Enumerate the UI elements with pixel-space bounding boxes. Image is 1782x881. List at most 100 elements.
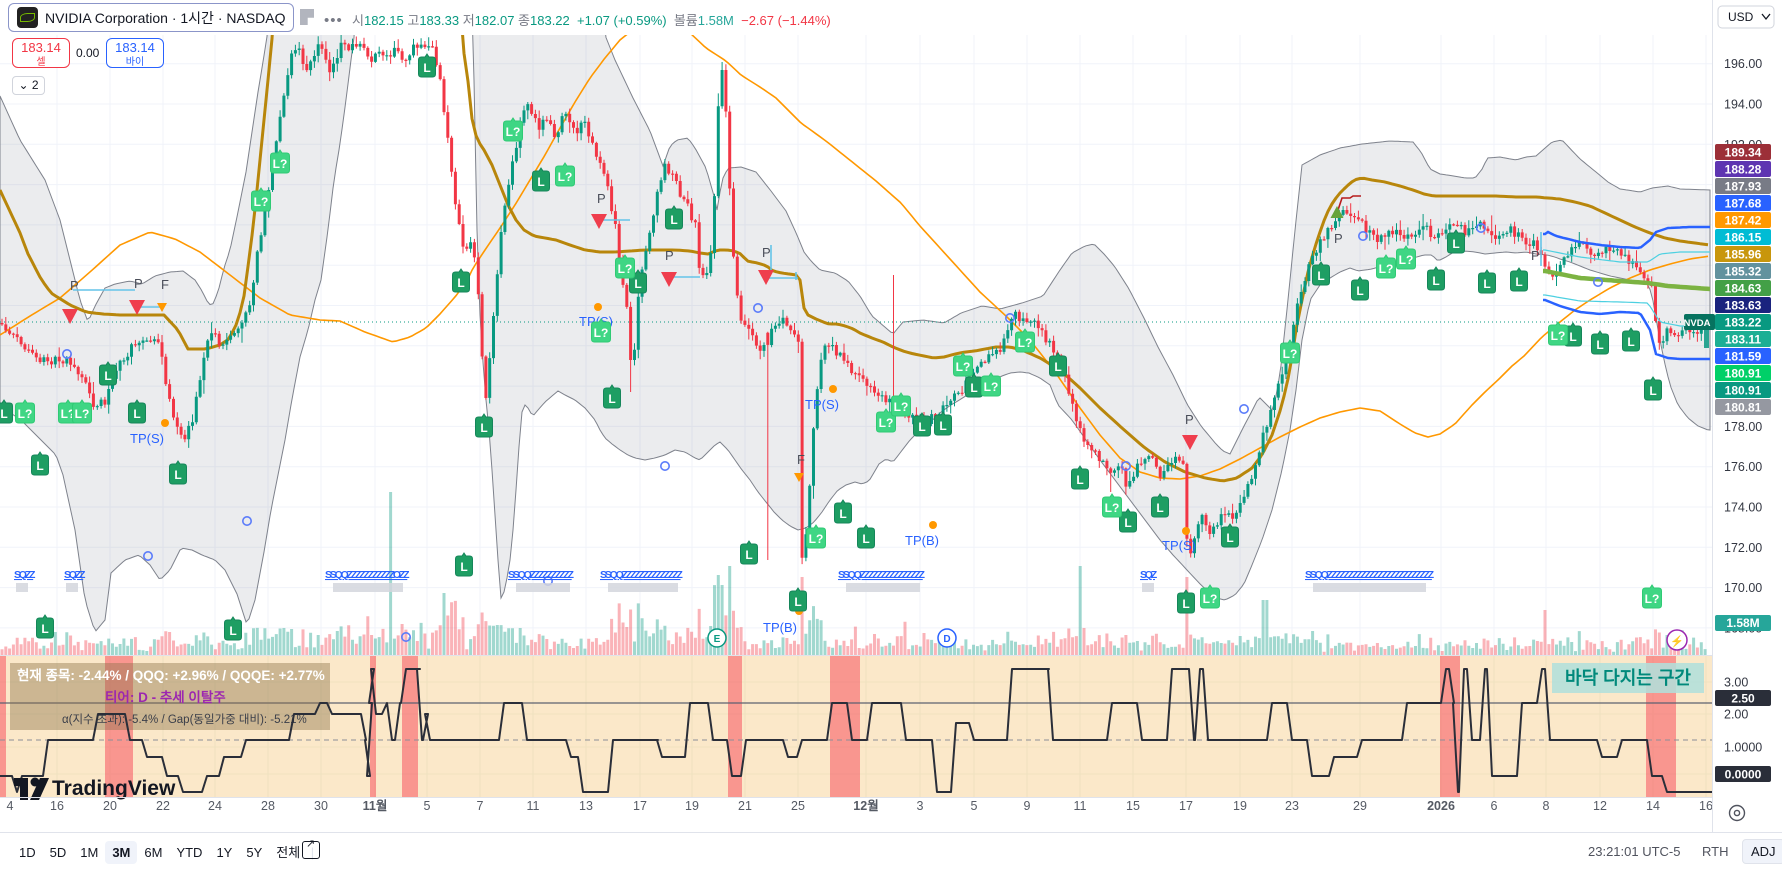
svg-text:L?: L? <box>984 380 999 394</box>
svg-text:185.32: 185.32 <box>1725 265 1762 279</box>
svg-text:28: 28 <box>261 799 275 813</box>
svg-text:0.0000: 0.0000 <box>1725 768 1762 782</box>
svg-text:P: P <box>1531 248 1540 263</box>
svg-text:187.42: 187.42 <box>1725 214 1762 228</box>
svg-text:TP(S): TP(S) <box>1162 538 1196 553</box>
svg-text:17: 17 <box>633 799 647 813</box>
svg-text:3.00: 3.00 <box>1724 676 1748 690</box>
svg-text:⚡: ⚡ <box>1670 635 1684 648</box>
svg-text:25: 25 <box>791 799 805 813</box>
svg-text:L?: L? <box>506 125 521 139</box>
svg-text:174.00: 174.00 <box>1724 501 1762 515</box>
svg-text:5: 5 <box>424 799 431 813</box>
svg-text:L: L <box>1569 330 1576 344</box>
svg-text:187.93: 187.93 <box>1725 180 1762 194</box>
svg-text:α(지수 초과): -5.4% / Gap(동일가중 대비): α(지수 초과): -5.4% / Gap(동일가중 대비): -5.21% <box>62 712 307 726</box>
svg-text:TradingView: TradingView <box>52 777 176 800</box>
svg-text:TP(B): TP(B) <box>763 620 797 635</box>
svg-text:L: L <box>1156 501 1163 515</box>
svg-text:SSQQZZZZZZZZZZZZZZ: SSQQZZZZZZZZZZZZZZ <box>600 569 683 581</box>
svg-text:P: P <box>134 276 143 291</box>
svg-text:176.00: 176.00 <box>1724 460 1762 474</box>
svg-text:23: 23 <box>1285 799 1299 813</box>
svg-text:16: 16 <box>50 799 64 813</box>
svg-text:4: 4 <box>7 799 14 813</box>
svg-text:L?: L? <box>1399 253 1414 267</box>
svg-text:SQZZ: SQZZ <box>64 569 86 581</box>
svg-text:L: L <box>423 61 430 75</box>
svg-text:11: 11 <box>527 799 540 813</box>
svg-text:L: L <box>0 407 7 421</box>
svg-text:L?: L? <box>254 195 269 209</box>
svg-text:L: L <box>133 407 140 421</box>
svg-text:L: L <box>1356 284 1363 298</box>
svg-text:13: 13 <box>579 799 593 813</box>
svg-text:15: 15 <box>1126 799 1140 813</box>
svg-text:L: L <box>36 459 43 473</box>
svg-text:19: 19 <box>685 799 699 813</box>
svg-text:L: L <box>670 213 677 227</box>
svg-text:L?: L? <box>1018 336 1033 350</box>
svg-text:172.00: 172.00 <box>1724 541 1762 555</box>
svg-text:183.11: 183.11 <box>1725 333 1761 347</box>
svg-text:L?: L? <box>956 360 971 374</box>
svg-text:L: L <box>862 532 869 546</box>
svg-text:L: L <box>1124 516 1131 530</box>
svg-text:11: 11 <box>1074 799 1087 813</box>
svg-text:L: L <box>1226 531 1233 545</box>
svg-text:21: 21 <box>738 799 752 813</box>
svg-text:L?: L? <box>1645 592 1660 606</box>
svg-text:185.96: 185.96 <box>1725 248 1762 262</box>
svg-text:SSQQZZZZZZZZZZZZZZZ: SSQQZZZZZZZZZZZZZZZ <box>838 569 926 581</box>
svg-text:17: 17 <box>1179 799 1193 813</box>
svg-text:TP(S): TP(S) <box>130 431 164 446</box>
svg-text:L?: L? <box>1203 592 1218 606</box>
svg-text:L: L <box>1452 237 1459 251</box>
svg-text:19: 19 <box>1233 799 1247 813</box>
svg-text:183.63: 183.63 <box>1725 299 1762 313</box>
svg-text:186.15: 186.15 <box>1725 231 1762 245</box>
svg-text:5: 5 <box>971 799 978 813</box>
svg-text:SSQQZZZZZZZZZZZZZZZZZZZZZZZZZ: SSQQZZZZZZZZZZZZZZZZZZZZZZZZZ <box>1305 569 1435 581</box>
svg-text:L: L <box>1317 269 1324 283</box>
svg-text:L: L <box>1483 277 1490 291</box>
svg-text:2.50: 2.50 <box>1731 692 1755 706</box>
svg-text:L: L <box>1054 360 1061 374</box>
svg-text:E: E <box>714 634 721 645</box>
svg-text:P: P <box>70 278 79 293</box>
svg-text:L: L <box>1182 597 1189 611</box>
svg-text:F: F <box>161 277 169 292</box>
svg-text:L: L <box>480 421 487 435</box>
svg-text:L: L <box>460 560 467 574</box>
svg-text:170.00: 170.00 <box>1724 581 1762 595</box>
svg-text:L?: L? <box>1379 262 1394 276</box>
svg-text:L: L <box>457 276 464 290</box>
svg-text:180.91: 180.91 <box>1725 384 1762 398</box>
svg-text:L?: L? <box>594 326 609 340</box>
svg-text:14: 14 <box>1646 799 1660 813</box>
svg-text:L?: L? <box>1105 501 1120 515</box>
svg-text:187.68: 187.68 <box>1725 197 1762 211</box>
svg-text:8: 8 <box>1543 799 1550 813</box>
svg-text:7: 7 <box>477 799 484 813</box>
svg-text:1.0000: 1.0000 <box>1724 741 1762 755</box>
svg-text:L: L <box>1432 274 1439 288</box>
svg-text:TP(B): TP(B) <box>905 533 939 548</box>
svg-text:1.58M: 1.58M <box>1726 616 1759 630</box>
svg-text:D: D <box>943 634 950 645</box>
svg-text:바닥 다지는 구간: 바닥 다지는 구간 <box>1565 668 1691 688</box>
svg-text:L: L <box>794 595 801 609</box>
svg-text:L?: L? <box>894 400 909 414</box>
svg-text:29: 29 <box>1353 799 1367 813</box>
svg-text:L?: L? <box>618 262 633 276</box>
svg-text:2.00: 2.00 <box>1724 708 1748 722</box>
svg-text:L?: L? <box>879 416 894 430</box>
svg-text:16: 16 <box>1699 799 1713 813</box>
svg-text:티어: D - 추세 이탈주: 티어: D - 추세 이탈주 <box>105 689 226 705</box>
svg-text:SSQQZZZZZZZZZZZOZZ: SSQQZZZZZZZZZZZOZZ <box>325 569 410 581</box>
svg-text:L?: L? <box>61 407 76 421</box>
svg-text:6: 6 <box>1491 799 1498 813</box>
svg-text:L: L <box>839 507 846 521</box>
svg-text:194.00: 194.00 <box>1724 98 1762 112</box>
svg-text:30: 30 <box>314 799 328 813</box>
